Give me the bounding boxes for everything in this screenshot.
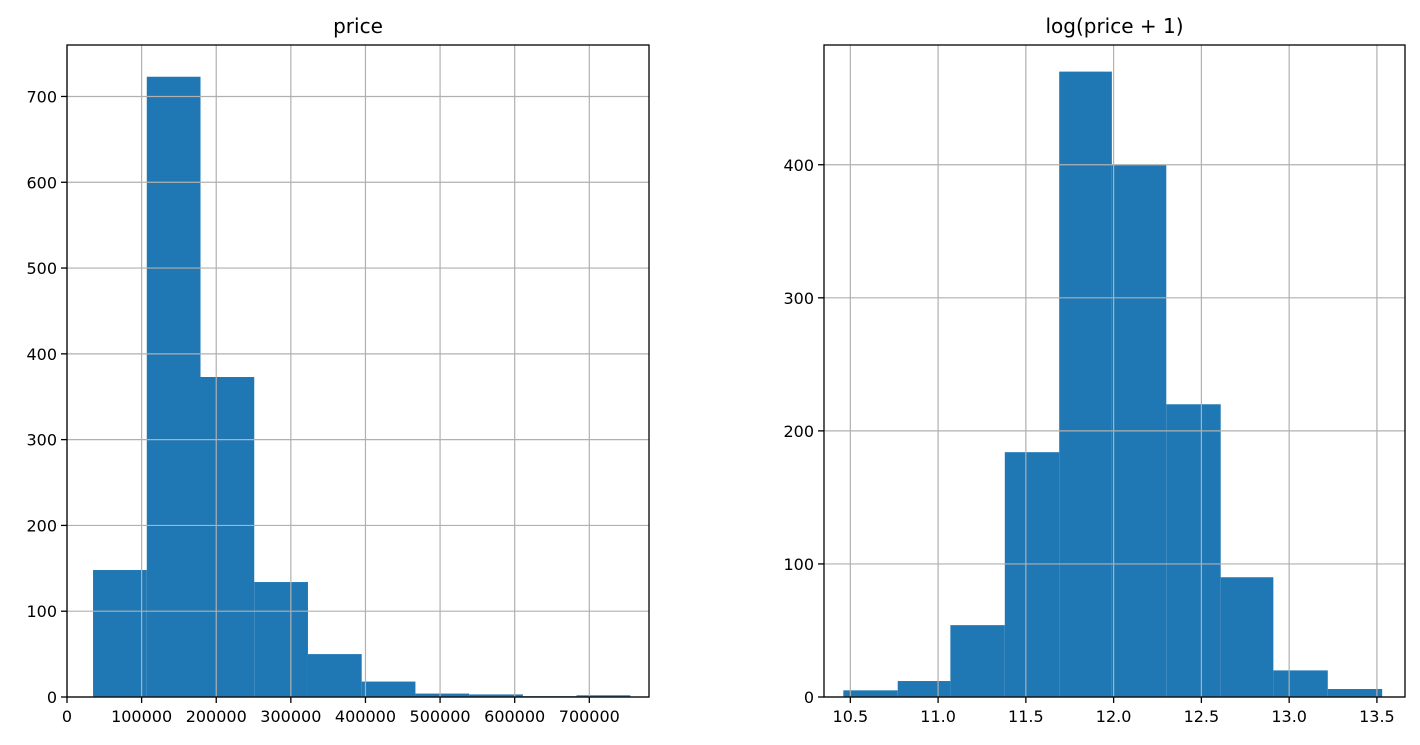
chart-title: price bbox=[333, 14, 383, 38]
histogram-bar bbox=[576, 695, 631, 697]
x-tick-label: 300000 bbox=[260, 707, 321, 726]
axes-frame bbox=[66, 44, 650, 698]
histogram-bar bbox=[307, 654, 362, 697]
y-tick-label: 200 bbox=[783, 422, 814, 441]
price-histogram-panel: 0 100000 200000 300000 400000 500000 600000 700… bbox=[26, 14, 650, 726]
histogram-bar bbox=[1004, 452, 1060, 697]
chart-title: log(price + 1) bbox=[1045, 14, 1183, 38]
x-tick-label: 100000 bbox=[111, 707, 172, 726]
histogram-bar bbox=[1273, 670, 1328, 697]
histogram-bar bbox=[254, 582, 308, 697]
x-tick-label: 500000 bbox=[410, 707, 471, 726]
y-tick-label: 600 bbox=[26, 173, 57, 192]
y-tick-label: 300 bbox=[783, 289, 814, 308]
x-tick-label: 11.5 bbox=[1008, 707, 1044, 726]
y-tick-label: 400 bbox=[783, 156, 814, 175]
log-price-histogram-panel: 10.5 11.0 11.5 12.0 12.5 13.0 13.5 0 100 200 300 40… bbox=[783, 14, 1406, 726]
histogram-bar bbox=[1327, 689, 1383, 697]
x-tick-label: 11.0 bbox=[920, 707, 956, 726]
y-tick-label: 700 bbox=[26, 87, 57, 106]
x-tick-label: 12.5 bbox=[1184, 707, 1220, 726]
y-tick-label: 0 bbox=[804, 688, 814, 707]
x-tick-label: 13.0 bbox=[1271, 707, 1307, 726]
x-tick-label: 600000 bbox=[484, 707, 545, 726]
x-tick-label: 0 bbox=[62, 707, 72, 726]
axes-frame bbox=[823, 44, 1406, 698]
y-tick-label: 500 bbox=[26, 259, 57, 278]
y-tick-label: 400 bbox=[26, 345, 57, 364]
x-tick-label: 400000 bbox=[335, 707, 396, 726]
x-tick-label: 10.5 bbox=[833, 707, 869, 726]
histogram-bar bbox=[1059, 71, 1112, 697]
histogram-bar bbox=[361, 681, 416, 697]
histogram-bar bbox=[146, 76, 201, 697]
x-tick-label: 700000 bbox=[559, 707, 620, 726]
histogram-bar bbox=[415, 693, 470, 697]
x-tick-label: 200000 bbox=[186, 707, 247, 726]
histogram-bar bbox=[950, 625, 1005, 697]
y-tick-label: 300 bbox=[26, 431, 57, 450]
y-tick-label: 200 bbox=[26, 516, 57, 535]
histogram-bar bbox=[1220, 577, 1274, 697]
y-tick-label: 100 bbox=[783, 555, 814, 574]
histogram-bar bbox=[200, 377, 255, 697]
histogram-bar bbox=[843, 690, 898, 697]
x-tick-label: 12.0 bbox=[1096, 707, 1132, 726]
histogram-bar bbox=[93, 570, 147, 697]
x-tick-label: 13.5 bbox=[1359, 707, 1395, 726]
y-tick-label: 100 bbox=[26, 602, 57, 621]
histogram-bar bbox=[897, 681, 951, 697]
histogram-bar bbox=[1166, 404, 1221, 697]
histogram-bar bbox=[469, 694, 523, 697]
y-tick-label: 0 bbox=[47, 688, 57, 707]
